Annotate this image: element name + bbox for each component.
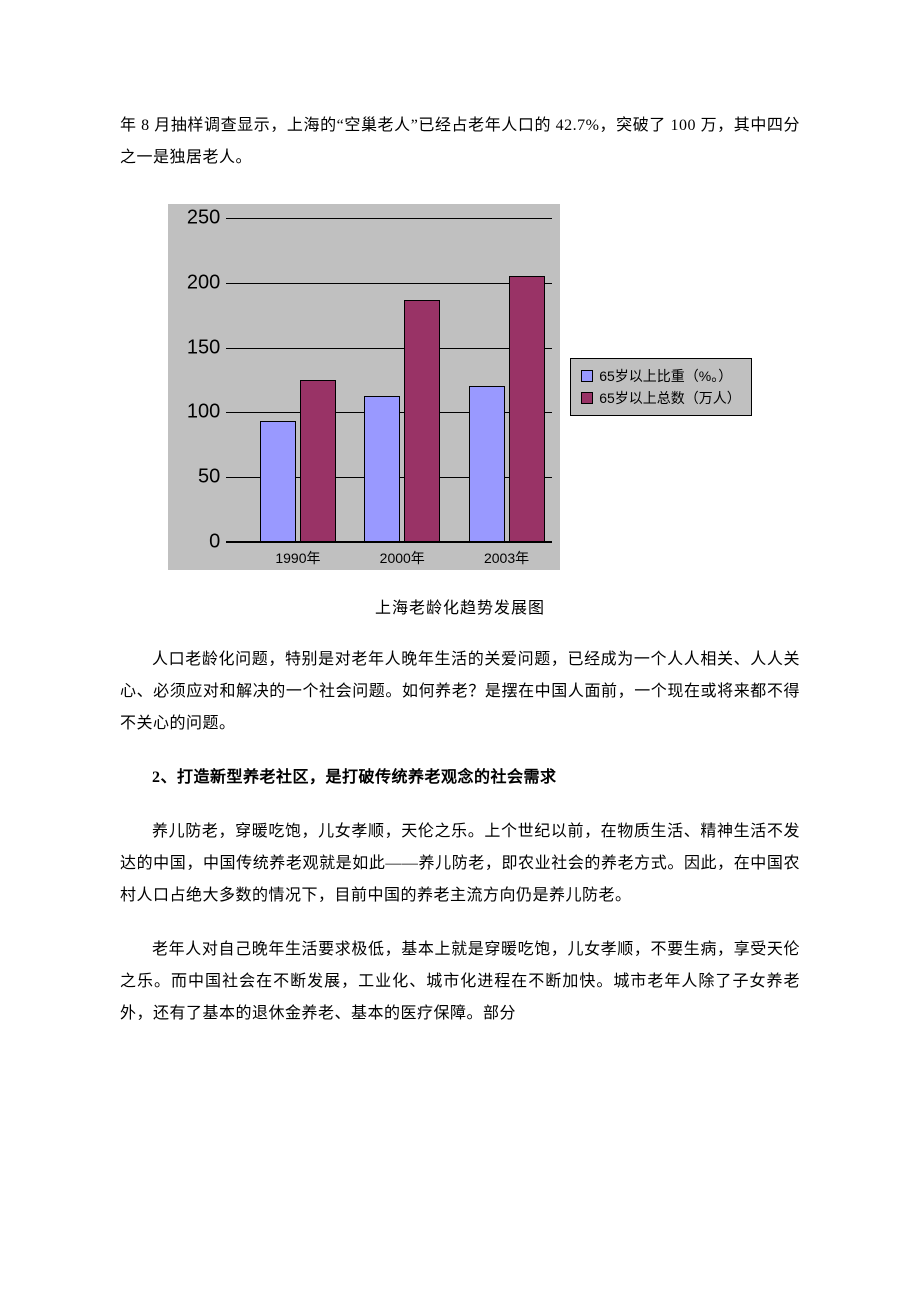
legend-swatch-icon [581,392,593,404]
chart-bar [509,276,545,542]
chart-bar [300,380,336,542]
chart-legend-item: 65岁以上比重（%。） [581,365,741,387]
chart-gridline [226,283,552,284]
chart-gridline [226,218,552,219]
chart-bar [364,396,400,542]
chart-ytick-label: 0 [209,531,220,554]
chart-xtick-label: 2003年 [484,548,529,568]
chart-xtick-label: 1990年 [275,548,320,568]
chart-bar [260,421,296,542]
chart-ytick-label: 50 [198,466,220,489]
chart-legend-item: 65岁以上总数（万人） [581,387,741,409]
paragraph-aging: 人口老龄化问题，特别是对老年人晚年生活的关爱问题，已经成为一个人人相关、人人关心… [120,644,800,740]
legend-label: 65岁以上总数（万人） [599,387,741,409]
chart-gridline [226,348,552,349]
chart-ytick-label: 200 [187,271,220,294]
paragraph-tradition: 养儿防老，穿暖吃饱，儿女孝顺，天伦之乐。上个世纪以前，在物质生活、精神生活不发达… [120,816,800,912]
chart-caption: 上海老龄化趋势发展图 [120,594,800,618]
document-page: 年 8 月抽样调查显示，上海的“空巢老人”已经占老年人口的 42.7%，突破了 … [0,0,920,1112]
chart-ytick-label: 250 [187,207,220,230]
legend-label: 65岁以上比重（%。） [599,365,732,387]
chart-plot-region: 0501001502002501990年2000年2003年 [226,218,552,542]
chart-legend: 65岁以上比重（%。）65岁以上总数（万人） [570,358,752,417]
paragraph-intro: 年 8 月抽样调查显示，上海的“空巢老人”已经占老年人口的 42.7%，突破了 … [120,110,800,174]
chart-ytick-label: 150 [187,336,220,359]
chart-bar [404,300,440,542]
chart-box: 0 50 100 150 200 250 1990年 2000年 2003年 65岁以上比重（%… [168,204,752,570]
legend-swatch-icon [581,370,593,382]
chart-bar [469,386,505,542]
paragraph-elderly-needs: 老年人对自己晚年生活要求极低，基本上就是穿暖吃饱，儿女孝顺，不要生病，享受天伦之… [120,934,800,1030]
chart-gridline [226,542,552,543]
chart-plot-area: 0 50 100 150 200 250 1990年 2000年 2003年 [168,204,560,570]
chart-xtick-label: 2000年 [380,548,425,568]
heading-section-2: 2、打造新型养老社区，是打破传统养老观念的社会需求 [120,762,800,794]
chart-ytick-label: 100 [187,401,220,424]
chart-container: 0 50 100 150 200 250 1990年 2000年 2003年 65岁以上比重（%… [120,204,800,570]
